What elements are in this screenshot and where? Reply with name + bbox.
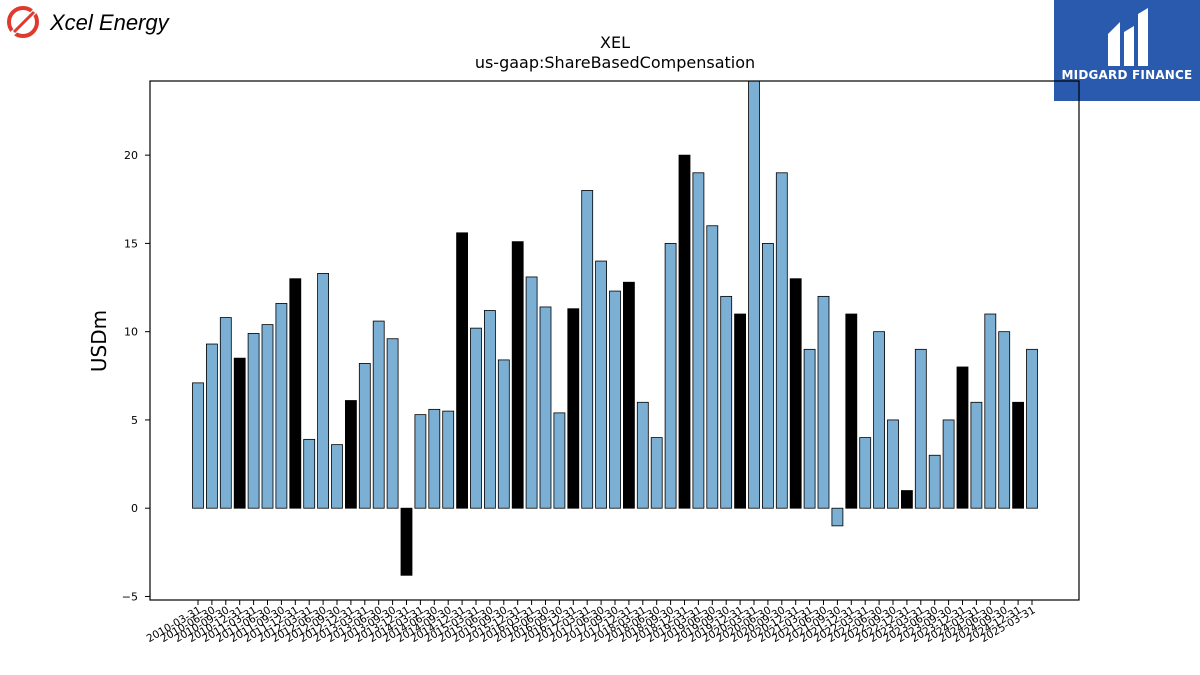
plot-area: −5051015202010-03-312010-06-302010-09-30… (122, 80, 1038, 645)
bar (442, 410, 455, 509)
y-tick-label: 20 (124, 149, 138, 162)
bar (748, 80, 760, 509)
bar (525, 276, 538, 509)
bar (970, 401, 983, 509)
bar (192, 382, 204, 509)
bar (331, 444, 343, 509)
bar (845, 313, 858, 509)
bar (219, 317, 232, 509)
bar (623, 281, 635, 509)
chart-subtitle: us-gaap:ShareBasedCompensation (475, 53, 755, 72)
y-tick-label: 5 (131, 414, 138, 427)
bar (956, 366, 969, 509)
bar (650, 437, 663, 509)
plot-frame (149, 80, 1080, 601)
bar (887, 419, 899, 509)
bar (831, 507, 844, 527)
bar (358, 363, 371, 509)
y-tick-label: 10 (124, 326, 138, 339)
bar (775, 172, 788, 509)
bar (789, 278, 802, 509)
bar (873, 331, 885, 509)
bar (595, 260, 607, 509)
bar (706, 225, 719, 509)
y-axis-label: USDm (87, 310, 111, 372)
bar (1012, 401, 1024, 509)
bar (303, 438, 316, 509)
bar (233, 357, 246, 509)
bar (567, 308, 580, 509)
bar (428, 408, 441, 509)
bar (261, 324, 274, 509)
bar (511, 241, 524, 509)
bar (901, 490, 913, 509)
bar (456, 232, 469, 509)
company-name: Xcel Energy (49, 10, 171, 35)
brand-badge: MIDGARD FINANCE (1054, 0, 1200, 101)
bar (762, 243, 774, 509)
bar (928, 454, 941, 509)
bar (497, 359, 510, 509)
bar (386, 338, 399, 509)
bar (998, 331, 1011, 509)
y-tick-label: 0 (131, 502, 138, 515)
bar (734, 313, 746, 509)
bar (414, 414, 427, 509)
bar (914, 348, 927, 509)
bar (984, 313, 997, 509)
brand-mark-icon (1108, 8, 1148, 66)
company-logo-mark: Xcel Energy (7, 6, 171, 38)
bar (289, 278, 302, 509)
bar (636, 401, 649, 509)
bar (803, 348, 816, 509)
bar (942, 419, 955, 509)
chart-title: XEL (600, 33, 630, 52)
bar (581, 190, 594, 509)
y-tick-label: −5 (122, 590, 138, 603)
company-logo: Xcel Energy (6, 4, 196, 44)
bar (817, 295, 830, 509)
bar (539, 306, 552, 509)
brand-name: MIDGARD FINANCE (1061, 68, 1193, 82)
logo-swirl-icon (7, 6, 39, 38)
bar (553, 412, 566, 509)
bar (720, 295, 733, 509)
bar (664, 243, 677, 509)
bar (205, 343, 218, 509)
bar (678, 154, 691, 509)
bar (400, 507, 413, 576)
bar (275, 303, 288, 509)
bar (372, 320, 385, 509)
bar (609, 290, 621, 509)
bar (317, 273, 330, 509)
bar (247, 333, 260, 509)
y-tick-label: 15 (124, 237, 138, 250)
bar (470, 327, 482, 509)
bar (344, 400, 357, 509)
bar (1026, 348, 1038, 509)
bar (692, 172, 705, 509)
bar (859, 437, 872, 509)
bar (483, 310, 496, 509)
